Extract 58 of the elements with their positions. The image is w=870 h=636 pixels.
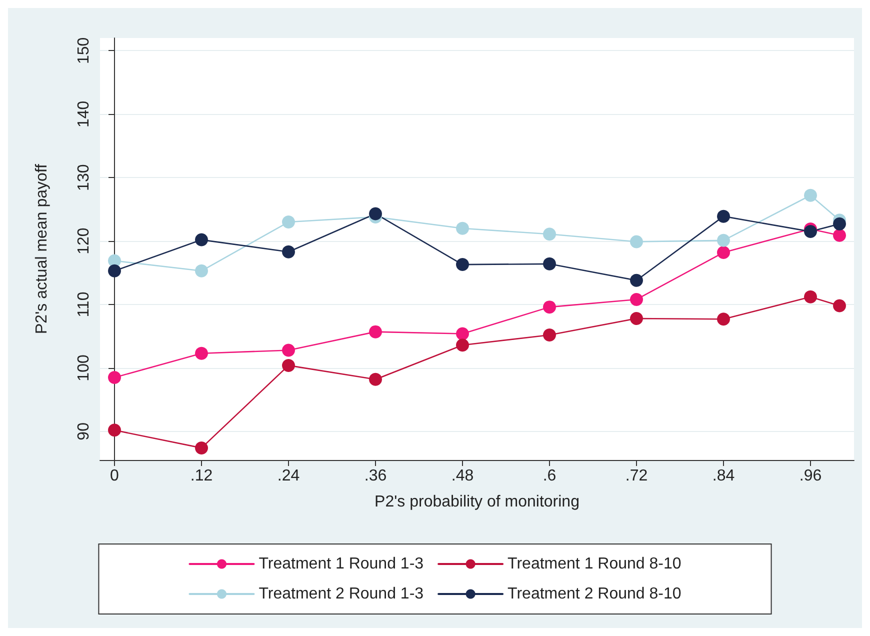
point [833, 217, 846, 230]
point [282, 245, 295, 258]
x-tick-label: .24 [277, 468, 300, 484]
point [456, 222, 469, 235]
point [108, 424, 121, 437]
point [630, 292, 643, 306]
y-tick-label: 110 [76, 292, 92, 318]
x-tick-label: .6 [542, 468, 556, 484]
point [833, 228, 846, 242]
point [804, 290, 817, 304]
point [195, 346, 208, 360]
point [456, 338, 469, 352]
point [195, 233, 208, 246]
point [630, 312, 643, 325]
x-tick-label: .12 [190, 468, 213, 484]
point [630, 235, 643, 248]
x-tick-label: .96 [799, 468, 822, 484]
legend-label: Treatment 2 Round 1-3 [258, 586, 424, 602]
point [108, 264, 121, 278]
point [543, 300, 556, 314]
x-axis-title: P2's probability of monitoring [374, 494, 580, 510]
y-tick-label: 120 [76, 228, 92, 254]
legend-label: Treatment 1 Round 1-3 [258, 556, 424, 572]
y-axis-title: P2's actual mean payoff [34, 163, 50, 334]
point [543, 328, 556, 342]
point [282, 216, 295, 229]
y-tick-label: 100 [76, 354, 92, 382]
y-tick-label: 150 [76, 37, 92, 64]
point [282, 344, 295, 357]
point [804, 225, 817, 238]
point [543, 257, 556, 270]
y-tick-label: 130 [76, 164, 92, 191]
point [630, 274, 643, 287]
x-tick-label: .84 [712, 468, 735, 484]
legend-label: Treatment 1 Round 8-10 [508, 556, 682, 572]
point [369, 207, 382, 220]
point [456, 327, 469, 340]
point [717, 312, 730, 326]
point [108, 371, 121, 384]
point [717, 210, 730, 223]
point [369, 372, 382, 386]
x-tick-label: .72 [625, 468, 648, 484]
point [282, 358, 295, 372]
point [804, 188, 817, 202]
y-tick-label: 140 [76, 100, 92, 128]
legend-label: Treatment 2 Round 8-10 [508, 586, 682, 602]
point [195, 264, 208, 278]
point [543, 228, 556, 241]
y-tick-label: 90 [76, 422, 92, 440]
point [369, 325, 382, 338]
point [456, 258, 469, 272]
x-tick-label: .48 [451, 468, 474, 484]
point [717, 246, 730, 259]
x-tick-label: .36 [364, 468, 387, 484]
x-tick-label: 0 [110, 468, 120, 484]
point [195, 441, 208, 454]
point [833, 299, 846, 312]
point [717, 234, 730, 247]
